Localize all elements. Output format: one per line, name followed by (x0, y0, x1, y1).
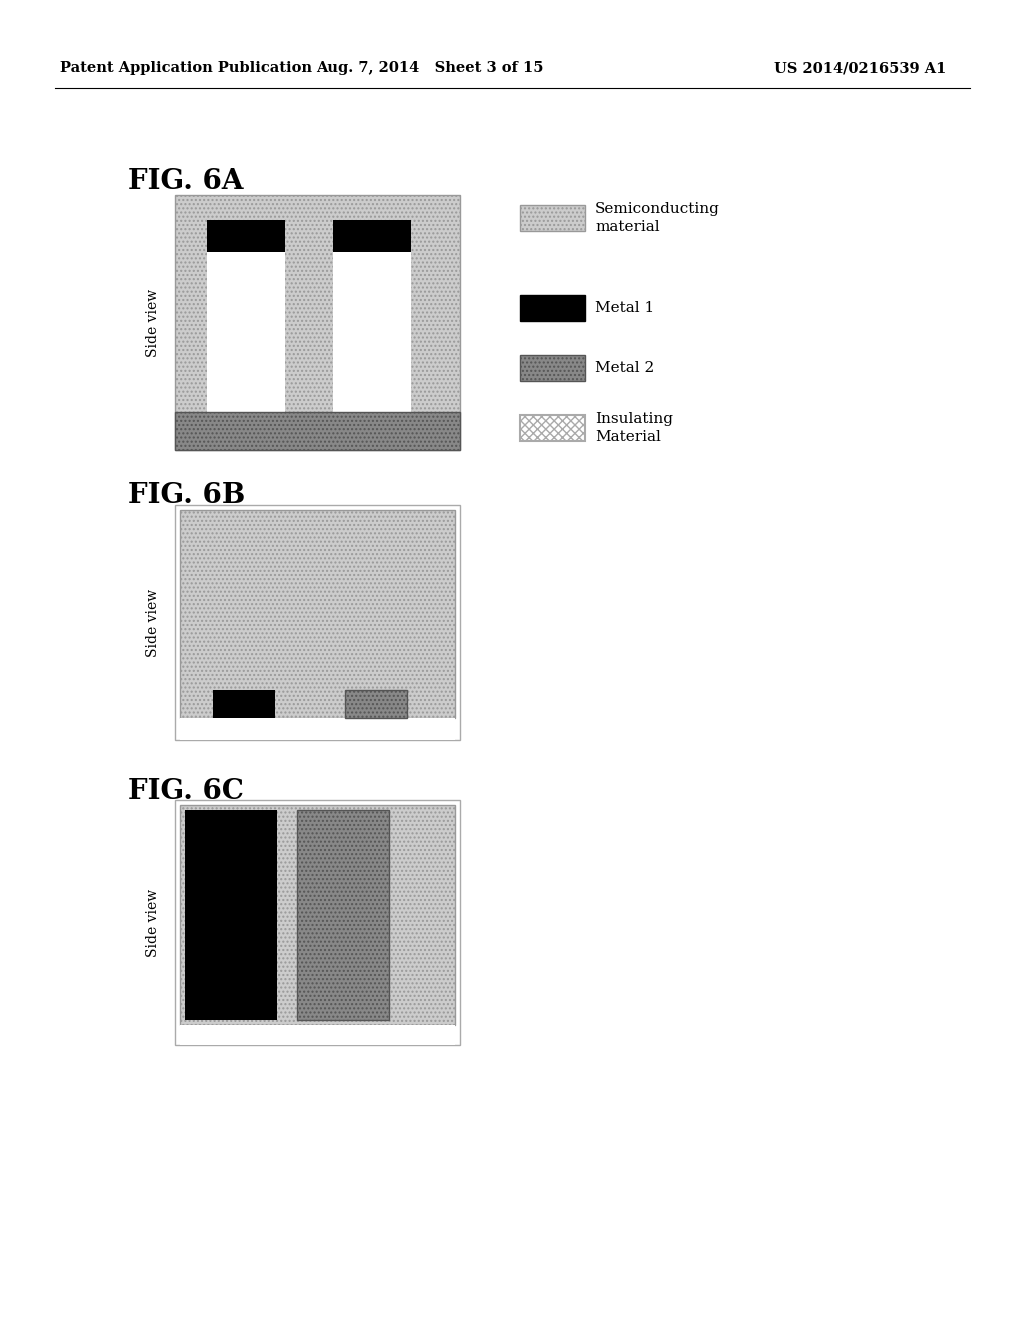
Bar (180, 718, 455, 741)
Text: Metal 2: Metal 2 (595, 360, 654, 375)
Text: Side view: Side view (146, 289, 160, 356)
Bar (175, 412, 460, 450)
Text: FIG. 6B: FIG. 6B (128, 482, 246, 510)
Bar (333, 220, 411, 252)
Bar (207, 220, 285, 252)
Bar (175, 506, 460, 741)
Bar (180, 1026, 455, 1045)
Bar (345, 690, 407, 718)
Text: Semiconducting
material: Semiconducting material (595, 202, 720, 234)
Text: Side view: Side view (146, 888, 160, 957)
Bar (180, 805, 455, 1026)
Bar (333, 220, 411, 412)
Text: Metal 1: Metal 1 (595, 301, 654, 315)
Text: US 2014/0216539 A1: US 2014/0216539 A1 (774, 61, 946, 75)
Text: Insulating
Material: Insulating Material (595, 412, 673, 444)
Bar (520, 294, 585, 321)
Bar (185, 810, 278, 1020)
Bar (520, 205, 585, 231)
Text: FIG. 6A: FIG. 6A (128, 168, 244, 195)
Text: FIG. 6C: FIG. 6C (128, 777, 244, 805)
Bar (520, 414, 585, 441)
Text: Patent Application Publication: Patent Application Publication (60, 61, 312, 75)
Bar (213, 690, 275, 718)
Text: Side view: Side view (146, 589, 160, 656)
Bar (175, 195, 460, 450)
Text: Aug. 7, 2014   Sheet 3 of 15: Aug. 7, 2014 Sheet 3 of 15 (316, 61, 544, 75)
Bar (520, 355, 585, 381)
Bar (207, 220, 285, 412)
Bar (175, 800, 460, 1045)
Bar (297, 810, 389, 1020)
Bar (180, 510, 455, 718)
